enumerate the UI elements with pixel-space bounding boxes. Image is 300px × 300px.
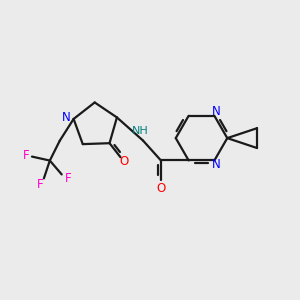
Text: F: F	[65, 172, 72, 185]
Text: O: O	[120, 155, 129, 168]
Text: F: F	[37, 178, 43, 191]
Text: N: N	[62, 112, 71, 124]
Text: NH: NH	[132, 126, 148, 136]
Text: N: N	[212, 158, 221, 171]
Text: O: O	[156, 182, 166, 195]
Text: N: N	[212, 105, 221, 118]
Text: F: F	[23, 149, 29, 162]
